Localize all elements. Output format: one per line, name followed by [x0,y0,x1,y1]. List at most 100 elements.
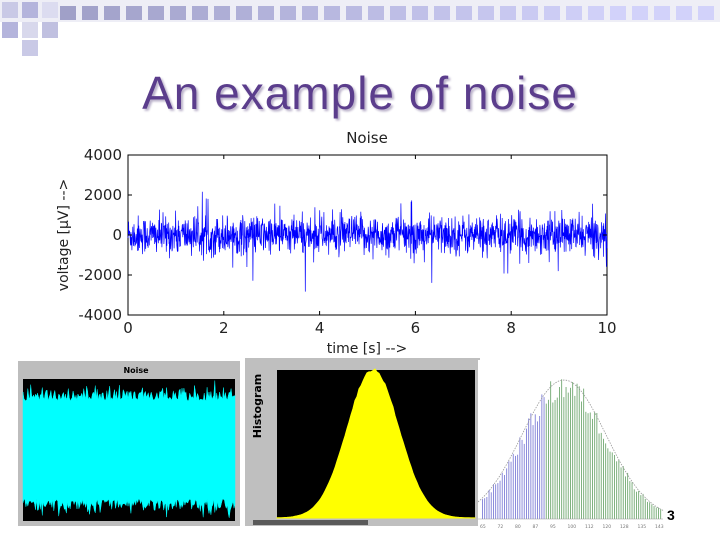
histogram-bar [574,395,576,519]
bar-histogram-tick-label: 80 [515,524,521,530]
bar-histogram-x-ticks: 65 72 80 87 95 100 112 120 128 135 143 [480,524,664,530]
histogram-bar [629,481,631,519]
histogram-bar [647,501,648,519]
y-tick-label: 4000 [84,146,122,164]
y-tick-label: -2000 [78,266,122,284]
histogram-bar [614,455,615,519]
deco-square [42,2,58,18]
deco-square [368,6,384,20]
histogram-bar [482,499,483,519]
histogram-bar [506,468,508,519]
thumb-title: Noise [123,366,149,375]
histogram-bar [587,413,589,519]
histogram-bar [631,482,633,519]
histogram-bar [618,459,620,519]
histogram-bar [625,476,626,519]
x-tick-label: 10 [597,319,616,337]
chart-title: Noise [346,129,388,147]
histogram-bar [600,432,602,519]
histogram-bar [627,472,629,519]
histogram-bar [644,498,646,519]
histogram-bar [567,392,569,519]
histogram-bar [581,401,582,519]
histogram-bar [583,388,585,519]
bar-histogram-tick-label: 120 [603,524,612,530]
histogram-bar [570,387,571,519]
histogram-bar [488,490,490,519]
deco-square [346,6,362,20]
deco-square [214,6,230,20]
histogram-bar [658,507,659,519]
histogram-bar [585,411,587,519]
bar-histogram-tick-label: 112 [585,524,594,530]
deco-square [632,6,648,20]
histogram-bar [642,493,644,519]
bar-histogram-tick-label: 143 [655,524,664,530]
y-ticks: 4000 2000 0 -2000 -4000 [78,146,607,324]
bar-histogram-thumbnail: 65 72 80 87 95 100 112 120 128 135 143 [478,360,668,530]
histogram-bar [548,399,549,519]
histogram-bar [596,413,598,519]
thumb-noise-fill [22,380,236,518]
histogram-thumbnail: Histogram [245,358,480,526]
histogram-bar [633,489,635,519]
deco-square [22,22,38,38]
deco-square [456,6,472,20]
deco-square [60,6,76,20]
deco-square [434,6,450,20]
histogram-bar [565,387,567,519]
histogram-bar [638,490,640,519]
corner-squares-decoration [0,0,720,56]
histogram-bar [552,402,554,519]
x-tick-label: 8 [506,319,516,337]
deco-square [522,6,538,20]
histogram-bar [607,448,609,519]
deco-square [324,6,340,20]
histogram-bar [578,386,580,519]
deco-square [588,6,604,20]
histogram-bar [537,421,538,519]
histogram-bar [603,438,604,519]
bar-histogram-tick-label: 128 [620,524,629,530]
histogram-bar [660,509,662,519]
histogram-bar [490,492,492,519]
bar-histogram-tick-label: 95 [550,524,556,530]
histogram-bar [609,451,611,519]
histogram-bar [495,484,497,519]
x-tick-label: 0 [123,319,133,337]
x-tick-label: 4 [315,319,325,337]
deco-square [280,6,296,20]
histogram-bar [636,491,637,519]
histogram-bar [576,383,578,519]
histogram-bar [651,504,653,519]
histogram-bar [589,412,591,519]
deco-square [42,22,58,38]
histogram-bar [501,472,503,519]
x-tick-label: 2 [219,319,229,337]
y-axis-label: voltage [μV] --> [56,179,72,291]
deco-square [104,6,120,20]
histogram-bar [556,397,558,519]
histogram-bar [504,475,505,519]
histogram-bar [497,483,499,519]
histogram-bar [519,437,521,519]
histogram-bar [530,413,532,519]
deco-square [126,6,142,20]
slide-title: An example of noise [142,67,578,119]
deco-square [82,6,98,20]
histogram-bar [640,495,642,519]
gaussian-curve [478,379,665,512]
histogram-bar [510,461,512,519]
histogram-bar [539,416,541,519]
deco-square [170,6,186,20]
deco-square [412,6,428,20]
deco-square [148,6,164,20]
bar-histogram-tick-label: 65 [480,524,486,530]
bar-histogram-tick-label: 100 [568,524,577,530]
histogram-bar [649,502,651,519]
histogram-bar [543,397,545,519]
plot-area [127,154,608,316]
histogram-bar [499,480,501,519]
histogram-bar [541,394,543,519]
